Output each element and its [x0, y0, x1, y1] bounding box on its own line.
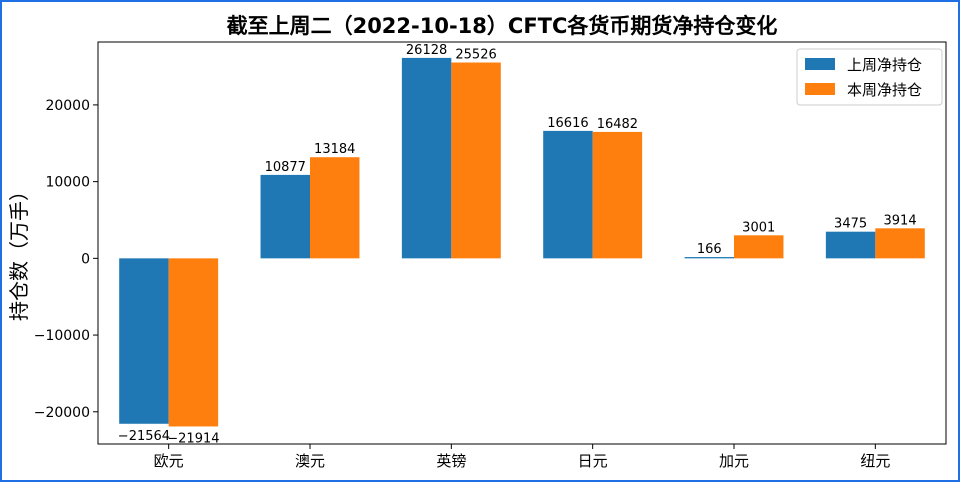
chart-title: 截至上周二（2022-10-18）CFTC各货币期货净持仓变化 — [227, 14, 778, 38]
data-label: 3914 — [884, 213, 917, 228]
axes-frame — [97, 41, 947, 445]
bar — [592, 131, 643, 259]
y-tick-label: −20000 — [34, 405, 90, 421]
x-tick-label: 加元 — [719, 452, 749, 470]
data-label: 3001 — [742, 220, 775, 235]
y-tick-label: 20000 — [45, 98, 90, 114]
data-label: 26128 — [406, 43, 447, 58]
data-label: 16616 — [547, 116, 588, 131]
plot-area: −21564 10877 26128 16616 166 3475 −21914 13184 2… — [34, 41, 947, 470]
data-label: 13184 — [314, 142, 355, 157]
y-axis-label: 持仓数（万手） — [7, 181, 31, 321]
bar — [875, 228, 925, 259]
legend-label: 上周净持仓 — [847, 56, 922, 74]
x-tick-label: 日元 — [578, 452, 608, 470]
bar — [260, 174, 310, 259]
bar — [168, 258, 219, 427]
bar — [734, 235, 784, 259]
data-label: 3475 — [834, 217, 867, 232]
x-tick-label: 英镑 — [436, 452, 466, 470]
x-tick-label: 纽元 — [860, 452, 890, 470]
bar — [401, 57, 452, 259]
x-tick-label: 欧元 — [154, 452, 184, 470]
y-tick-label: −10000 — [34, 328, 90, 344]
x-tick-label: 澳元 — [295, 452, 325, 470]
bar — [119, 258, 169, 424]
y-tick-label: 10000 — [45, 175, 90, 191]
bar — [310, 157, 360, 259]
data-label: 16482 — [597, 117, 638, 132]
data-label: −21914 — [167, 431, 219, 446]
bar — [684, 257, 734, 259]
legend-swatch — [805, 83, 835, 95]
y-tick-label: 0 — [81, 251, 90, 267]
data-label: 25526 — [455, 48, 496, 63]
data-label: 166 — [697, 242, 722, 257]
bar — [543, 130, 593, 259]
legend-swatch — [805, 58, 835, 70]
data-label: 10877 — [265, 160, 306, 175]
data-label: −21564 — [118, 429, 170, 444]
bar — [825, 231, 876, 259]
bar — [451, 62, 501, 259]
legend-label: 本周净持仓 — [847, 81, 922, 99]
